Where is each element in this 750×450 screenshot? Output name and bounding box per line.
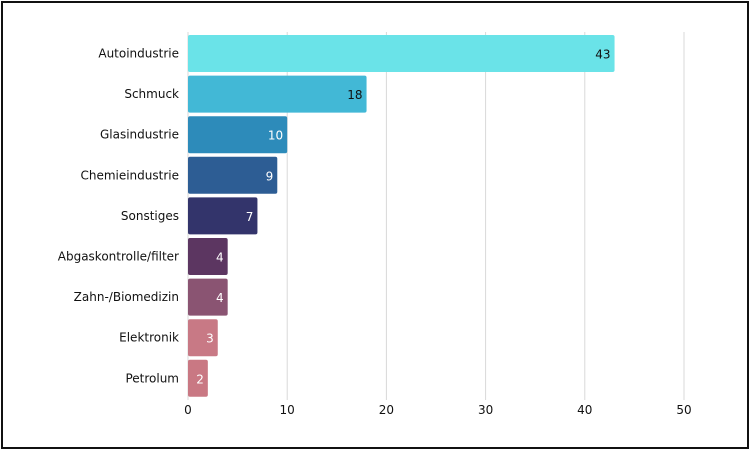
category-label: Autoindustrie (98, 47, 179, 61)
data-label: 10 (268, 129, 283, 143)
category-label: Petrolum (125, 371, 179, 385)
x-tick-label: 20 (379, 403, 394, 417)
data-label: 4 (216, 251, 224, 265)
data-label: 7 (246, 210, 254, 224)
bar (188, 238, 228, 275)
category-label: Elektronik (119, 331, 179, 345)
category-label: Glasindustrie (100, 128, 179, 142)
category-label: Abgaskontrolle/filter (58, 250, 179, 264)
x-tick-label: 30 (478, 403, 493, 417)
bar (188, 35, 615, 72)
data-label: 18 (347, 88, 362, 102)
data-label: 4 (216, 291, 224, 305)
bar (188, 319, 218, 357)
bar (188, 197, 258, 235)
x-tick-label: 10 (280, 403, 295, 417)
bar (188, 116, 288, 154)
data-label: 9 (266, 169, 274, 183)
category-label: Chemieindustrie (80, 168, 179, 182)
category-label: Zahn-/Biomedizin (74, 290, 179, 304)
category-label: Schmuck (124, 87, 179, 101)
bar (188, 156, 278, 194)
x-tick-label: 0 (184, 403, 192, 417)
bar (188, 359, 208, 397)
bar (188, 75, 367, 113)
data-label: 3 (206, 332, 214, 346)
bar (188, 278, 228, 316)
data-label: 2 (196, 372, 204, 386)
data-label: 43 (595, 48, 610, 62)
category-label: Sonstiges (121, 209, 179, 223)
x-tick-label: 40 (577, 403, 592, 417)
x-tick-label: 50 (676, 403, 691, 417)
